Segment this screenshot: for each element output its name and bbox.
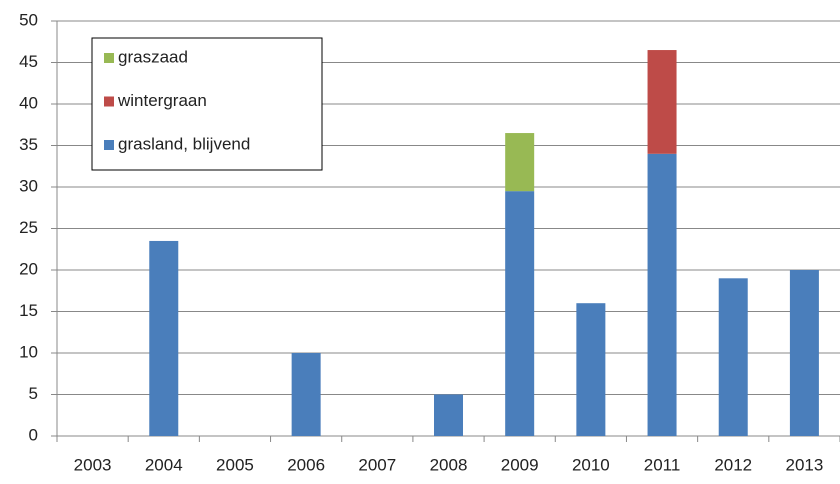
y-tick-label: 50	[19, 10, 38, 29]
legend-label: grasland, blijvend	[118, 134, 250, 153]
y-tick-label: 40	[19, 93, 38, 112]
y-tick-label: 30	[19, 176, 38, 195]
x-tick-label: 2003	[74, 455, 112, 474]
x-tick-label: 2007	[358, 455, 396, 474]
x-tick-label: 2009	[501, 455, 539, 474]
legend-label: wintergraan	[117, 91, 207, 110]
y-tick-label: 25	[19, 218, 38, 237]
bar-segment	[434, 394, 463, 436]
x-tick-label: 2008	[430, 455, 468, 474]
bar-segment	[647, 50, 677, 154]
x-tick-label: 2013	[785, 455, 823, 474]
bar-segment	[505, 191, 535, 436]
y-tick-label: 10	[19, 342, 38, 361]
x-tick-label: 2004	[145, 455, 183, 474]
y-tick-label: 45	[19, 52, 38, 71]
y-tick-label: 20	[19, 259, 38, 278]
legend-label: graszaad	[118, 47, 188, 66]
legend-swatch	[104, 53, 114, 63]
legend-swatch	[104, 96, 114, 107]
bar-segment	[789, 270, 819, 436]
y-tick-label: 15	[19, 301, 38, 320]
x-tick-label: 2006	[287, 455, 325, 474]
y-tick-label: 5	[29, 384, 38, 403]
bar-segment	[505, 133, 535, 192]
bar-segment	[718, 278, 748, 436]
bar-segment	[647, 153, 677, 437]
x-tick-label: 2010	[572, 455, 610, 474]
y-tick-label: 0	[29, 425, 38, 444]
legend-box	[91, 37, 323, 171]
bar-segment	[576, 303, 606, 436]
x-tick-label: 2011	[644, 455, 681, 474]
legend-swatch	[104, 140, 114, 150]
bar-segment	[291, 353, 321, 436]
y-tick-label: 35	[19, 135, 38, 154]
x-tick-label: 2005	[216, 455, 254, 474]
bar-segment	[149, 240, 179, 436]
x-tick-label: 2012	[714, 455, 752, 474]
